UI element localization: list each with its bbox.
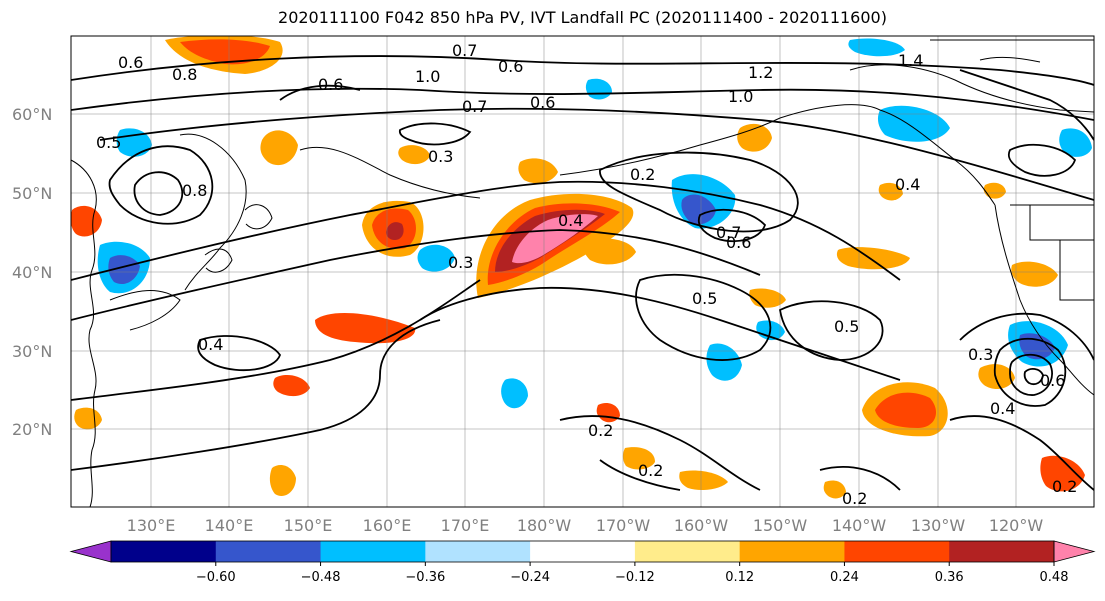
contour-label: 0.6 [118, 53, 143, 72]
colorbar-tick-label: −0.36 [405, 570, 445, 585]
contour-label: 1.0 [415, 67, 440, 86]
contour-label: 0.3 [448, 253, 473, 272]
colorbar-tick-label: −0.24 [510, 570, 550, 585]
contour-label: 0.2 [638, 461, 663, 480]
contour-label: 0.5 [834, 317, 859, 336]
contour-label: 0.4 [558, 211, 583, 230]
lon-label: 120°W [989, 516, 1044, 535]
lat-label: 50°N [12, 184, 52, 203]
contour-label: 0.2 [630, 165, 655, 184]
colorbar-swatch [634, 541, 741, 562]
contour-label: 0.5 [692, 289, 717, 308]
contour-label: 1.0 [728, 87, 753, 106]
contour-label: 0.4 [895, 175, 920, 194]
colorbar-swatch [320, 541, 426, 562]
map-panel: 0.6 0.8 0.6 0.7 0.6 1.0 1.2 1.0 1.4 0.7 … [71, 36, 1094, 508]
colorbar-swatch [739, 541, 845, 562]
colorbar-tick-label: 0.12 [725, 570, 754, 585]
map-frame [70, 35, 1095, 508]
coastlines [71, 39, 1094, 507]
contour-label: 0.6 [726, 233, 751, 252]
lon-label: 160°E [363, 516, 412, 535]
colorbar-extend-min [69, 540, 112, 563]
longitude-labels: 130°E 140°E 150°E 160°E 170°E 180°W 170°… [127, 516, 1044, 535]
colorbar-tick-label: 0.24 [830, 570, 859, 585]
contour-label: 1.2 [748, 63, 773, 82]
colorbar: −0.60 −0.48 −0.36 −0.24 −0.12 0.12 0.24 0.36 0.4… [69, 540, 1096, 585]
contour-label: 0.6 [530, 93, 555, 112]
latitude-labels: 60°N 50°N 40°N 30°N 20°N [12, 105, 52, 439]
lon-label: 140°E [205, 516, 254, 535]
lon-label: 180°W [517, 516, 572, 535]
contour-label: 0.2 [588, 421, 613, 440]
lat-label: 40°N [12, 263, 52, 282]
contour-label: 0.7 [452, 41, 477, 60]
colorbar-swatch [111, 541, 217, 562]
contour-label-group: 0.6 0.8 0.6 0.7 0.6 1.0 1.2 1.0 1.4 0.7 … [96, 41, 1077, 508]
contour-label: 0.7 [716, 223, 741, 242]
colorbar-swatch [949, 541, 1055, 562]
colorbar-tick-label: −0.12 [615, 570, 655, 585]
contour-label: 0.2 [1052, 477, 1077, 496]
colorbar-tick-label: −0.60 [196, 570, 236, 585]
contour-label: 0.6 [1040, 371, 1065, 390]
contour-label: 0.3 [428, 147, 453, 166]
lat-label: 30°N [12, 342, 52, 361]
colorbar-tick-label: −0.48 [301, 570, 341, 585]
lon-label: 150°W [753, 516, 808, 535]
map-title: 2020111100 F042 850 hPa PV, IVT Landfall… [278, 8, 887, 27]
contour-label: 0.2 [842, 489, 867, 508]
contour-label: 0.4 [990, 399, 1015, 418]
lon-label: 150°E [284, 516, 333, 535]
colorbar-swatch [215, 541, 322, 562]
lon-label: 160°W [674, 516, 729, 535]
lon-label: 170°W [596, 516, 651, 535]
colorbar-frame [110, 540, 1055, 563]
contour-label: 0.6 [318, 75, 343, 94]
lat-label: 20°N [12, 420, 52, 439]
contour-label: 0.6 [498, 57, 523, 76]
colorbar-swatch [425, 541, 531, 562]
pv-contours [71, 55, 1094, 491]
colorbar-tick-label: 0.48 [1040, 570, 1069, 585]
lon-label: 140°W [832, 516, 887, 535]
lon-label: 130°W [911, 516, 966, 535]
lon-label: 170°E [441, 516, 490, 535]
colorbar-extend-max [1053, 540, 1096, 563]
contour-label: 0.4 [198, 335, 223, 354]
colorbar-swatch [530, 541, 636, 562]
contour-label: 0.7 [462, 97, 487, 116]
colorbar-tick-label: 0.36 [935, 570, 964, 585]
graticule [71, 36, 1094, 507]
contour-label: 0.3 [968, 345, 993, 364]
lat-label: 60°N [12, 105, 52, 124]
lon-label: 130°E [127, 516, 176, 535]
contour-label: 1.4 [898, 51, 923, 70]
contour-label: 0.5 [96, 133, 121, 152]
colorbar-swatch [844, 541, 950, 562]
contour-label: 0.8 [172, 65, 197, 84]
contour-label: 0.8 [182, 181, 207, 200]
